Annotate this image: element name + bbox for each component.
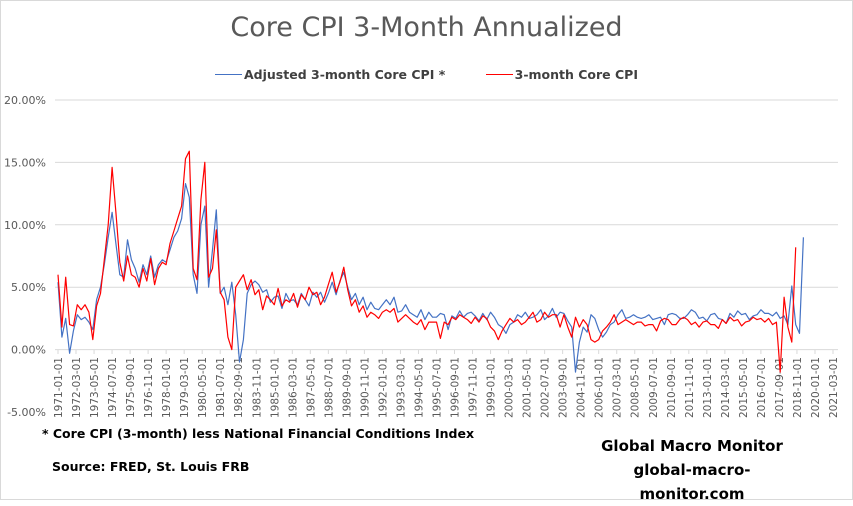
x-tick-label: 2015-05-01 — [738, 357, 750, 418]
x-tick-label: 1999-01-01 — [486, 357, 498, 418]
gridlines — [55, 99, 838, 351]
x-tick-label: 1994-05-01 — [413, 357, 425, 418]
x-tick-label: 1979-03-01 — [179, 357, 191, 418]
x-tick-label: 2003-09-01 — [558, 357, 570, 418]
x-tick-label: 1976-11-01 — [143, 357, 155, 418]
x-tick-label: 2016-07-01 — [756, 357, 768, 418]
series-line-core-cpi — [57, 150, 797, 373]
x-tick-label: 1981-07-01 — [215, 357, 227, 418]
x-tick-label: 2004-11-01 — [576, 357, 588, 418]
x-tick-label: 1982-09-01 — [233, 357, 245, 418]
x-tick-label: 1973-05-01 — [89, 357, 101, 418]
source-note: Source: FRED, St. Louis FRB — [52, 459, 250, 474]
brand-block: Global Macro Monitor global-macro-monito… — [582, 434, 802, 506]
chart-title: Core CPI 3-Month Annualized — [230, 12, 623, 43]
y-tick-label: 15.00% — [4, 156, 46, 169]
x-tick-label: 1978-01-01 — [161, 357, 173, 418]
brand-url: global-macro-monitor.com — [633, 461, 751, 503]
x-tick-label: 2021-03-01 — [828, 357, 840, 418]
x-tick-label: 2006-01-01 — [594, 357, 606, 418]
x-tick-label: 2011-11-01 — [684, 357, 696, 418]
x-tick-label: 2008-05-01 — [630, 357, 642, 418]
series-line-adjusted-core-cpi — [57, 183, 804, 373]
x-tick-label: 1974-07-01 — [107, 357, 119, 418]
x-tick-label: 1985-01-01 — [269, 357, 281, 418]
x-tick-label: 1987-05-01 — [305, 357, 317, 418]
y-axis-ticks: 20.00% 15.00% 10.00% 5.00% 0.00% -5.00% — [4, 94, 46, 419]
x-tick-label: 2020-01-01 — [810, 357, 822, 418]
y-tick-label: 20.00% — [4, 94, 46, 107]
x-tick-label: 1988-07-01 — [323, 357, 335, 418]
x-tick-label: 2013-01-01 — [702, 357, 714, 418]
y-tick-label: 0.00% — [11, 344, 46, 357]
x-tick-label: 1995-07-01 — [431, 357, 443, 418]
x-tick-label: 2010-09-01 — [666, 357, 678, 418]
legend-label-adjusted: Adjusted 3-month Core CPI * — [244, 67, 446, 82]
x-tick-label: 1975-09-01 — [125, 357, 137, 418]
x-tick-label: 2000-03-01 — [504, 357, 516, 418]
series-lines — [57, 150, 804, 373]
y-tick-label: 10.00% — [4, 219, 46, 232]
x-tick-label: 1980-05-01 — [197, 357, 209, 418]
legend-swatch-core — [485, 74, 513, 75]
y-tick-label: -5.00% — [7, 406, 46, 419]
legend-swatch-adjusted — [215, 74, 242, 75]
x-tick-label: 2017-09-01 — [774, 357, 786, 418]
x-tick-label: 1972-03-01 — [71, 357, 83, 418]
x-tick-label: 1996-09-01 — [450, 357, 462, 418]
x-tick-label: 2002-07-01 — [540, 357, 552, 418]
x-tick-label: 1986-03-01 — [287, 357, 299, 418]
brand-name: Global Macro Monitor — [601, 437, 783, 455]
legend-label-core: 3-month Core CPI — [514, 67, 638, 82]
legend-item-core: 3-month Core CPI — [485, 67, 638, 82]
x-tick-label: 1997-11-01 — [468, 357, 480, 418]
footnote: * Core CPI (3-month) less National Finan… — [42, 426, 475, 441]
y-tick-label: 5.00% — [11, 281, 46, 294]
x-tick-label: 2001-05-01 — [522, 357, 534, 418]
x-tick-label: 2009-07-01 — [648, 357, 660, 418]
x-tick-label: 1990-11-01 — [359, 357, 371, 418]
x-tick-label: 2018-11-01 — [792, 357, 804, 418]
x-axis-ticks: 1971-01-01 1972-03-01 1973-05-01 1974-07-01… — [53, 350, 840, 418]
x-tick-label: 1993-03-01 — [395, 357, 407, 418]
x-tick-label: 1992-01-01 — [377, 357, 389, 418]
x-tick-label: 2007-03-01 — [612, 357, 624, 418]
x-tick-label: 1989-09-01 — [341, 357, 353, 418]
x-tick-label: 1983-11-01 — [251, 357, 263, 418]
x-tick-label: 1971-01-01 — [53, 357, 65, 418]
x-tick-label: 2014-03-01 — [720, 357, 732, 418]
legend-item-adjusted: Adjusted 3-month Core CPI * — [215, 67, 445, 82]
legend: Adjusted 3-month Core CPI * 3-month Core… — [0, 63, 853, 82]
